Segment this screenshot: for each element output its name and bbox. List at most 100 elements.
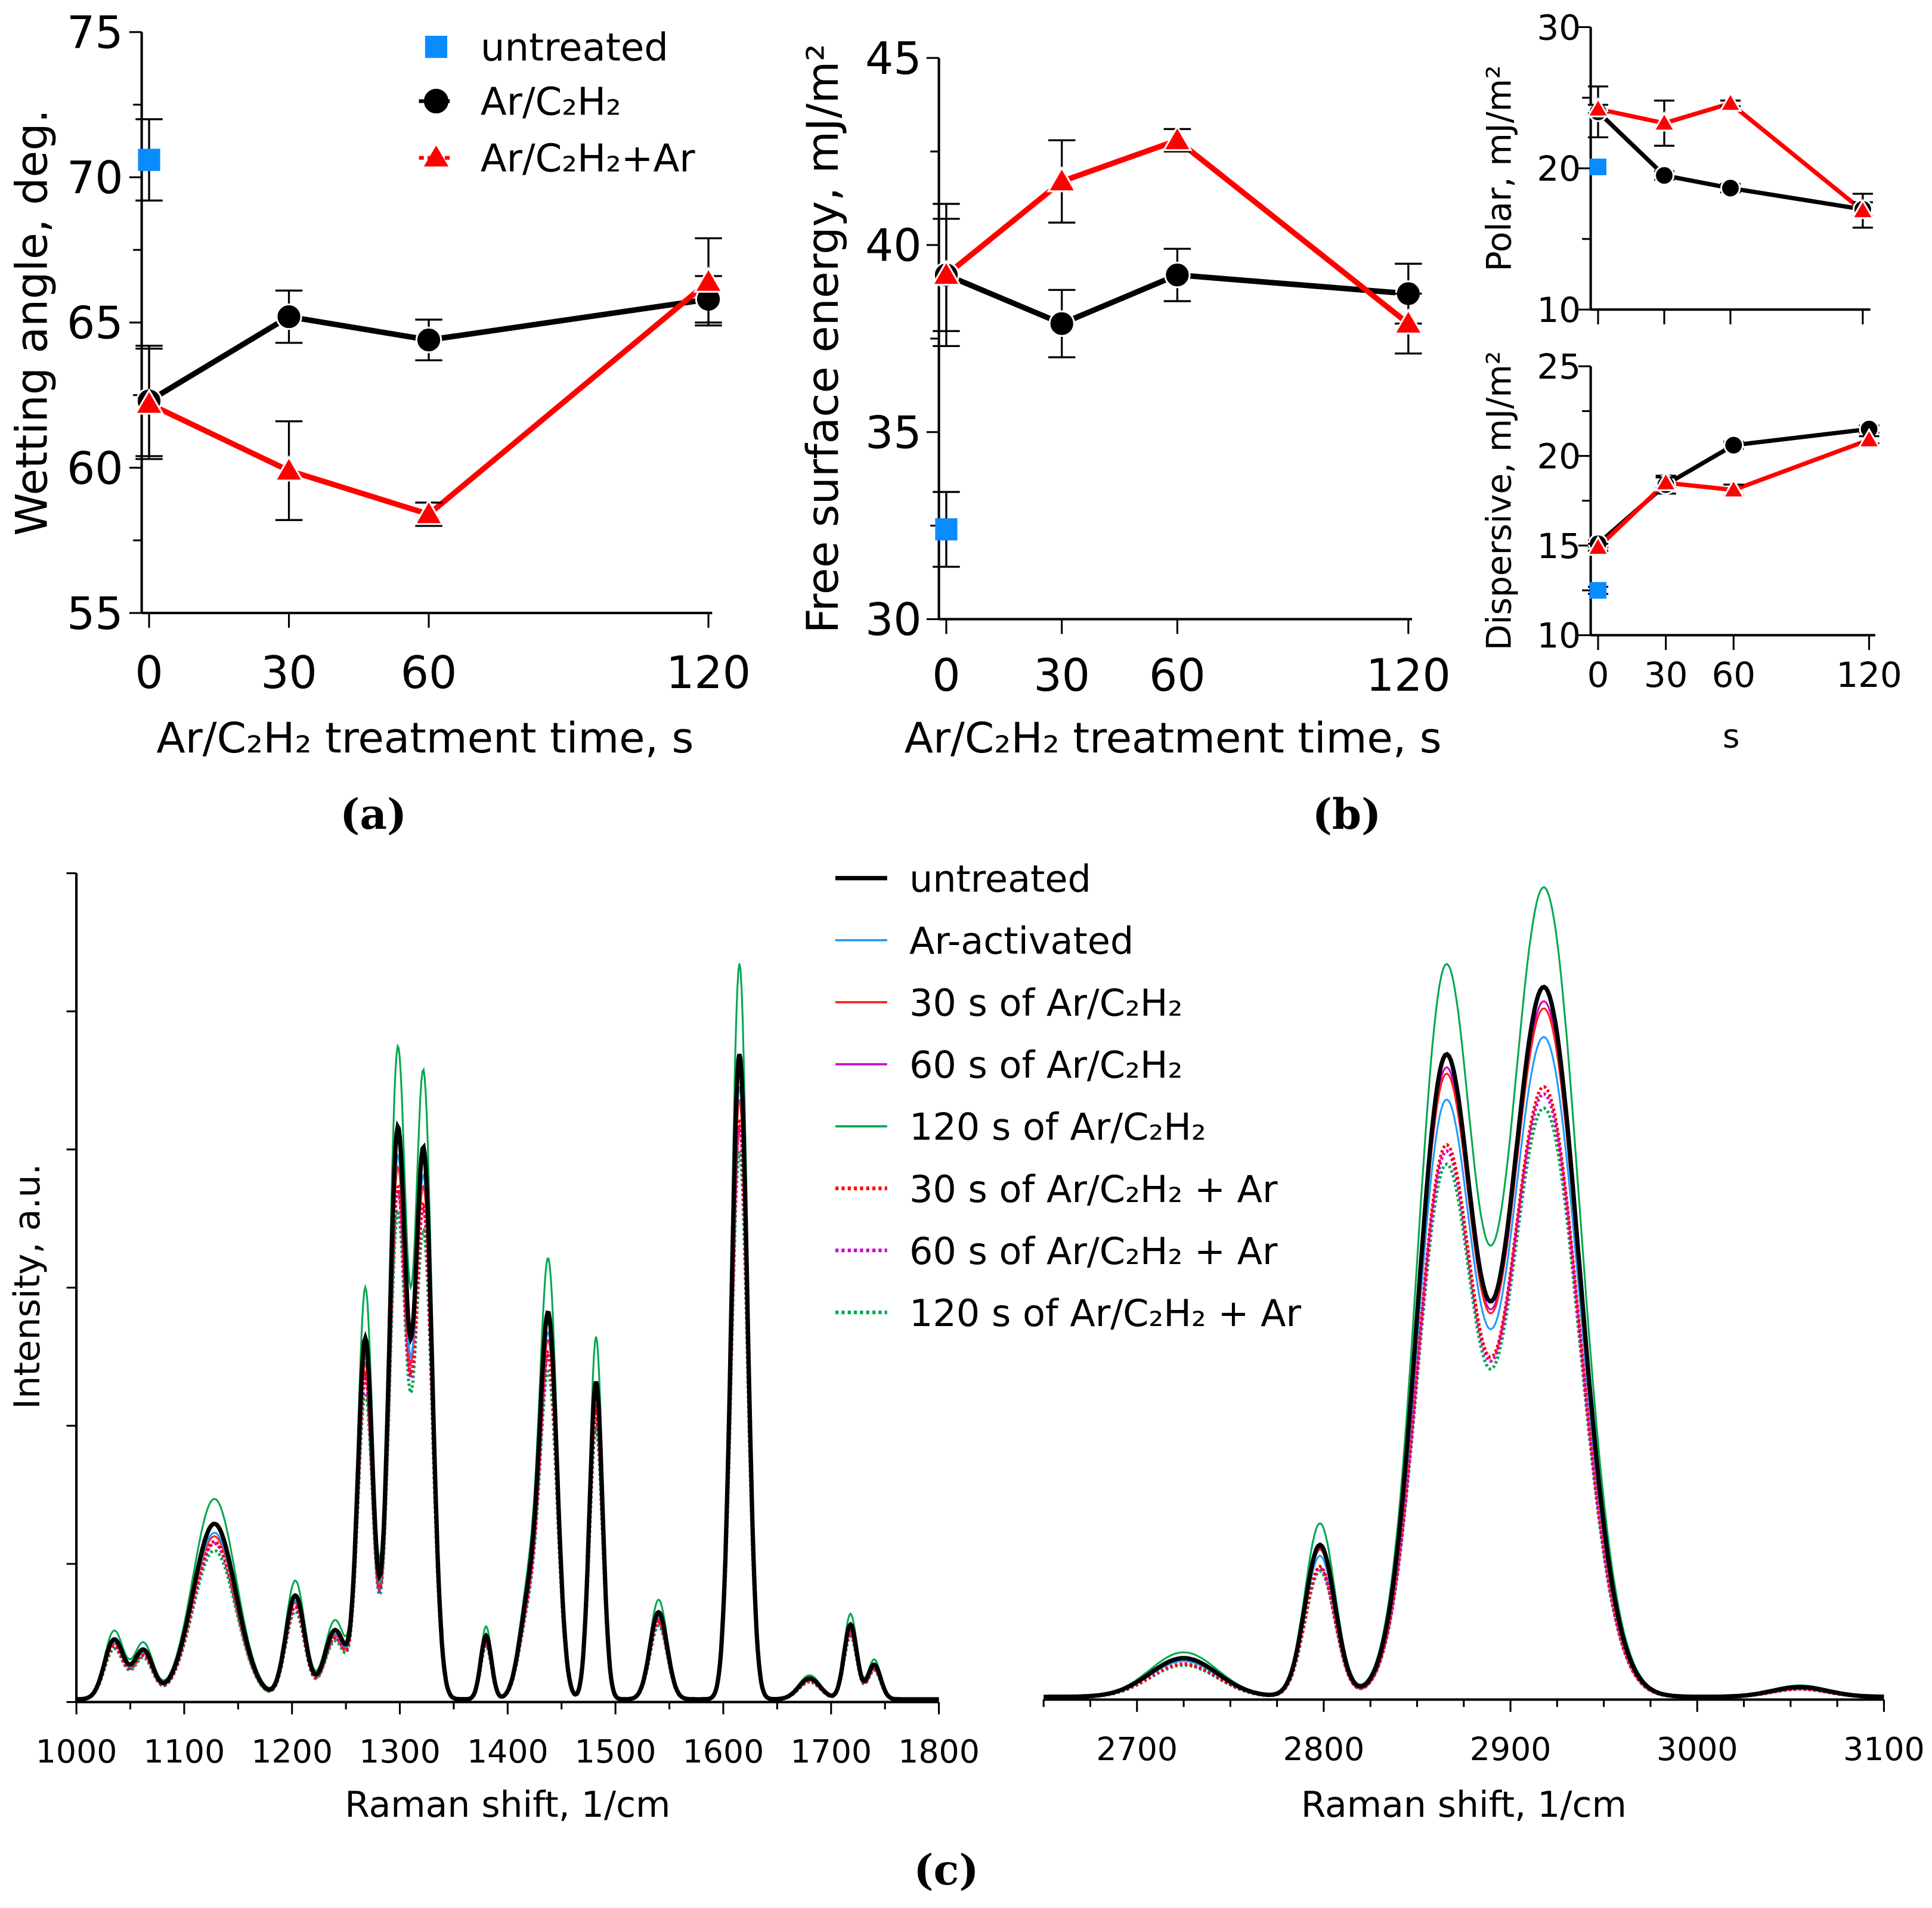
energy-point-ar-c2h2-ar bbox=[1046, 166, 1078, 193]
energy-point-ar-c2h2-ar bbox=[931, 259, 962, 286]
raman-legend-label: untreated bbox=[909, 857, 1091, 901]
panel-label-a: (a) bbox=[340, 789, 407, 839]
raman-left-x-tick-label: 1600 bbox=[683, 1733, 764, 1770]
dispersive-series-line bbox=[1596, 438, 1870, 549]
legend-marker-ar-c2h2 bbox=[423, 88, 449, 114]
polar-point-ar-c2h2-ar bbox=[1652, 111, 1676, 132]
raman-legend-label: Ar-activated bbox=[909, 919, 1134, 963]
polar-y-tick-label: 10 bbox=[1537, 290, 1581, 330]
dispersive-point-ar-c2h2-ar bbox=[1586, 535, 1610, 556]
energy-x-tick-label: 30 bbox=[1033, 649, 1090, 701]
raman-left-series-line bbox=[76, 1151, 939, 1702]
dispersive-point-untreated bbox=[1590, 582, 1606, 599]
dispersive-y-tick-label: 10 bbox=[1537, 615, 1581, 656]
wetting-point-ar-c2h2 bbox=[415, 326, 442, 354]
energy-series-line bbox=[945, 137, 1410, 326]
raman-right-series-line bbox=[1044, 1092, 1884, 1699]
raman-legend-label: 30 s of Ar/C₂H₂ + Ar bbox=[909, 1167, 1278, 1211]
raman-legend-label: 60 s of Ar/C₂H₂ + Ar bbox=[909, 1229, 1278, 1273]
legend-marker-ar-c2h2-ar bbox=[423, 145, 449, 167]
raman-right-x-tick-label: 2800 bbox=[1283, 1730, 1365, 1768]
energy-point-untreated bbox=[935, 518, 958, 541]
energy-y-tick-label: 45 bbox=[865, 33, 922, 85]
dispersive-y-tick-label: 25 bbox=[1537, 346, 1581, 387]
raman-right-x-tick-label: 2900 bbox=[1470, 1730, 1552, 1768]
energy-series-line bbox=[945, 272, 1409, 327]
raman-left-series-line bbox=[76, 963, 939, 1700]
energy-point-ar-c2h2 bbox=[1048, 310, 1075, 337]
energy-x-tick-label: 0 bbox=[932, 649, 960, 701]
raman-left-series-line bbox=[76, 1099, 939, 1701]
wetting-y-tick-label: 65 bbox=[67, 298, 123, 349]
legend-label: Ar/C₂H₂+Ar bbox=[481, 137, 695, 181]
polar-y-axis-title: Polar, mJ/m² bbox=[1479, 65, 1519, 271]
raman-right-x-tick-label: 3100 bbox=[1843, 1730, 1925, 1768]
polar-point-ar-c2h2-ar bbox=[1719, 91, 1742, 112]
energy-point-ar-c2h2-ar bbox=[1162, 125, 1193, 151]
dispersive-y-tick-label: 15 bbox=[1537, 526, 1581, 566]
polar-series-line bbox=[1597, 101, 1865, 213]
raman-y-axis-title: Intensity, a.u. bbox=[7, 1163, 48, 1409]
wetting-y-tick-label: 70 bbox=[67, 152, 123, 204]
raman-left-x-tick-label: 1200 bbox=[251, 1733, 333, 1770]
wetting-y-tick-label: 55 bbox=[67, 588, 123, 640]
raman-left-series-line bbox=[76, 1119, 939, 1702]
polar-y-tick-label: 20 bbox=[1537, 148, 1581, 189]
polar-point-ar-c2h2-ar bbox=[1586, 97, 1610, 117]
raman-left-x-tick-label: 1400 bbox=[467, 1733, 549, 1770]
wetting-series-line bbox=[147, 296, 709, 404]
energy-y-axis-title: Free surface energy, mJ/m² bbox=[798, 44, 849, 633]
raman-left-x-tick-label: 1100 bbox=[144, 1733, 225, 1770]
panel-label-c: (c) bbox=[914, 1845, 979, 1895]
energy-y-tick-label: 35 bbox=[865, 407, 922, 459]
polar-point-ar-c2h2 bbox=[1720, 178, 1741, 199]
energy-x-tick-label: 120 bbox=[1366, 649, 1451, 701]
raman-left-series-line bbox=[76, 1054, 939, 1702]
wetting-point-ar-c2h2-ar bbox=[274, 455, 304, 482]
legend-marker-untreated bbox=[425, 35, 448, 58]
energy-point-ar-c2h2 bbox=[1164, 261, 1191, 289]
dispersive-x-tick-label: 0 bbox=[1587, 655, 1609, 695]
wetting-point-ar-c2h2 bbox=[275, 303, 302, 330]
raman-left-series-line bbox=[76, 1054, 939, 1701]
raman-left-x-tick-label: 1500 bbox=[575, 1733, 657, 1770]
panel-label-b: (b) bbox=[1312, 789, 1382, 839]
raman-left-series-line bbox=[76, 1086, 939, 1701]
raman-legend-label: 60 s of Ar/C₂H₂ bbox=[909, 1043, 1182, 1087]
wetting-point-ar-c2h2-ar bbox=[134, 388, 165, 415]
raman-left-x-tick-label: 1700 bbox=[790, 1733, 872, 1770]
wetting-series-line bbox=[148, 280, 711, 518]
wetting-point-ar-c2h2-ar bbox=[693, 266, 724, 293]
wetting-y-tick-label: 75 bbox=[67, 7, 123, 59]
polar-point-untreated bbox=[1590, 159, 1606, 175]
dispersive-x-tick-label: 60 bbox=[1711, 655, 1755, 695]
dispersive-point-ar-c2h2-ar bbox=[1722, 478, 1746, 498]
polar-series-line bbox=[1596, 110, 1863, 212]
energy-x-axis-title: Ar/C₂H₂ treatment time, s bbox=[905, 713, 1442, 763]
wetting-point-ar-c2h2-ar bbox=[413, 498, 444, 525]
raman-legend-label: 120 s of Ar/C₂H₂ + Ar bbox=[909, 1291, 1302, 1335]
wetting-y-axis-title: Wetting angle, deg. bbox=[7, 109, 58, 536]
dispersive-x-axis-title: s bbox=[1723, 717, 1740, 755]
raman-legend-label: 120 s of Ar/C₂H₂ bbox=[909, 1105, 1206, 1149]
raman-right-series-line bbox=[1044, 984, 1884, 1699]
legend-label: untreated bbox=[481, 26, 668, 70]
raman-left-x-tick-label: 1000 bbox=[36, 1733, 117, 1770]
energy-y-tick-label: 40 bbox=[865, 220, 922, 272]
raman-left-x-tick-label: 1800 bbox=[898, 1733, 980, 1770]
raman-left-series-line bbox=[76, 1125, 939, 1702]
energy-x-tick-label: 60 bbox=[1149, 649, 1206, 701]
wetting-point-untreated bbox=[138, 148, 160, 171]
raman-left-x-tick-label: 1300 bbox=[359, 1733, 441, 1770]
dispersive-x-tick-label: 120 bbox=[1836, 655, 1902, 695]
polar-point-ar-c2h2-ar bbox=[1851, 199, 1875, 219]
raman-left-x-axis-title: Raman shift, 1/cm bbox=[345, 1784, 670, 1826]
raman-right-series-line bbox=[1044, 1106, 1884, 1699]
wetting-x-tick-label: 30 bbox=[261, 647, 317, 699]
dispersive-point-ar-c2h2 bbox=[1723, 435, 1744, 456]
raman-right-x-axis-title: Raman shift, 1/cm bbox=[1301, 1784, 1627, 1826]
polar-point-ar-c2h2 bbox=[1654, 165, 1675, 186]
dispersive-y-axis-title: Dispersive, mJ/m² bbox=[1479, 351, 1519, 651]
raman-right-x-tick-label: 3000 bbox=[1657, 1730, 1738, 1768]
